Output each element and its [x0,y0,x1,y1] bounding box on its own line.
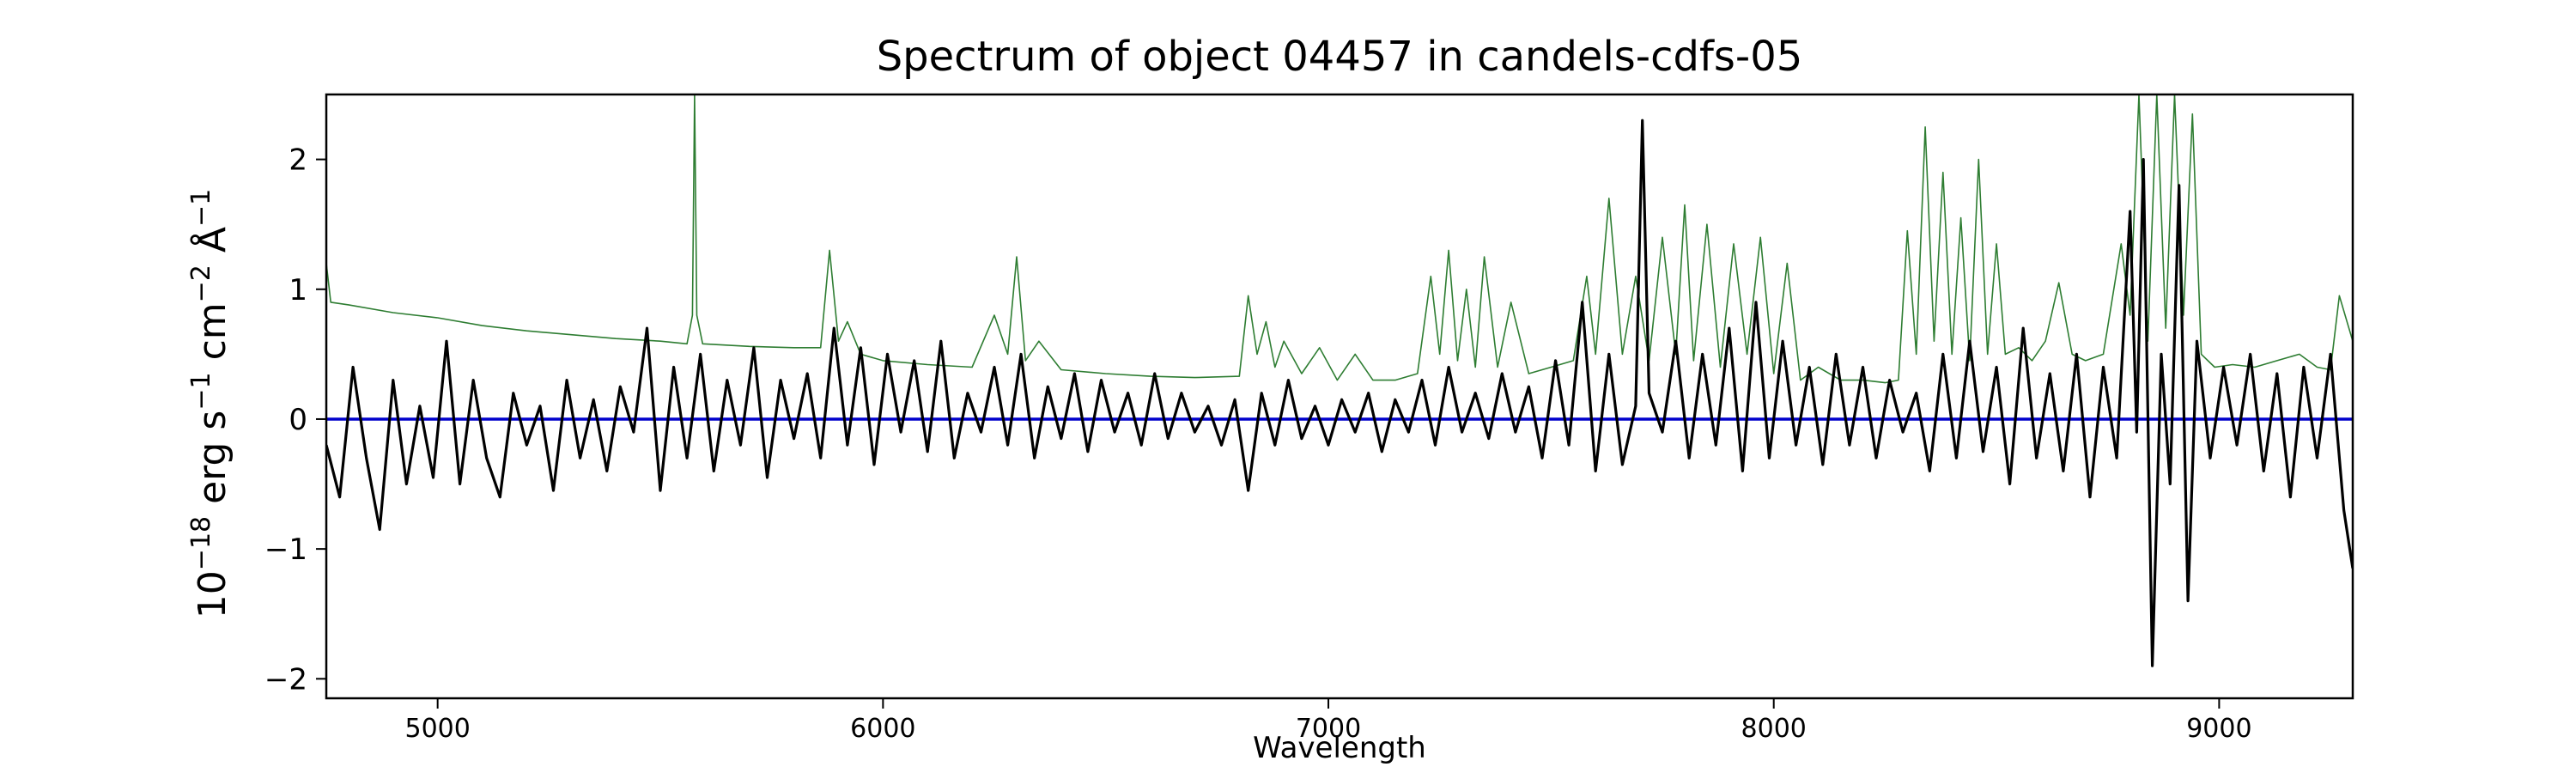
x-tick-label: 9000 [2186,714,2251,744]
chart-title: Spectrum of object 04457 in candels-cdfs… [877,33,1803,81]
y-tick-label: −2 [264,662,307,697]
y-tick-label: 1 [289,273,307,307]
y-tick-label: 0 [289,403,307,437]
x-axis-label: Wavelength [1253,731,1426,765]
y-tick-label: −1 [264,533,307,567]
series-flux-line [326,119,2353,667]
x-tick-label: 6000 [850,714,915,744]
x-tick-label: 8000 [1741,714,1807,744]
series-layer [326,94,2353,667]
plot-frame [325,93,2354,700]
series-error-line [326,94,2353,384]
y-axis-label: 10−18 erg s−1 cm−2 Å−1 [186,189,234,618]
x-tick-label: 5000 [404,714,470,744]
x-tick-label: 7000 [1296,714,1361,744]
y-tick-label: 2 [289,143,307,178]
tick-layer: 5000 6000 7000 8000 9000 −2 −1 0 1 2 [264,143,2252,744]
